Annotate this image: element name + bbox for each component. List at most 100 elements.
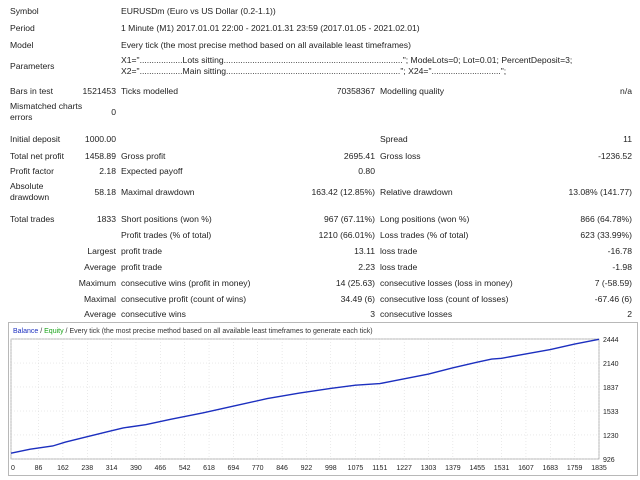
bars-label: Bars in test bbox=[10, 86, 53, 96]
max-consecutive-losses-value: 7 (-58.59) bbox=[594, 278, 632, 288]
period-value: 1 Minute (M1) 2017.01.01 22:00 - 2021.01… bbox=[121, 23, 420, 33]
parameters-line-1: X1="..................Lots sitting......… bbox=[121, 55, 573, 65]
x-tick-label: 1151 bbox=[372, 465, 387, 472]
average-profit-trade-label: profit trade bbox=[121, 262, 163, 272]
balance-chart-svg: Balance / Equity / Every tick (the most … bbox=[10, 328, 619, 472]
gross-profit-value: 2695.41 bbox=[343, 151, 375, 161]
x-tick-label: 1455 bbox=[469, 465, 485, 472]
x-tick-label: 1835 bbox=[591, 465, 607, 472]
largest-label: Largest bbox=[87, 246, 116, 256]
spread-value: 11 bbox=[623, 134, 632, 144]
spread-label: Spread bbox=[380, 134, 408, 144]
x-tick-label: 86 bbox=[35, 465, 43, 472]
largest-profit-trade-value: 13.11 bbox=[354, 246, 375, 256]
x-tick-label: 1075 bbox=[348, 465, 364, 472]
y-tick-label: 2444 bbox=[603, 337, 619, 344]
y-tick-label: 926 bbox=[603, 457, 615, 464]
x-tick-label: 1379 bbox=[445, 465, 461, 472]
max-consecutive-wins-label: consecutive wins (profit in money) bbox=[121, 278, 251, 288]
balance-chart: Balance / Equity / Every tick (the most … bbox=[8, 322, 638, 476]
legend-balance: Balance bbox=[13, 328, 38, 335]
x-tick-label: 1227 bbox=[396, 465, 412, 472]
x-tick-label: 162 bbox=[57, 465, 69, 472]
y-tick-label: 1533 bbox=[603, 409, 619, 416]
max-consecutive-losses-label: consecutive losses (loss in money) bbox=[380, 278, 513, 288]
long-positions-value: 866 (64.78%) bbox=[580, 214, 632, 224]
average-loss-trade-value: -1.98 bbox=[612, 262, 632, 272]
initial-deposit-value: 1000.00 bbox=[84, 134, 116, 144]
maximal-consecutive-loss-value: -67.46 (6) bbox=[594, 294, 632, 304]
x-axis-ticks: 0 86 162 238 314 390 466 542 618 694 770 846 922 998 1… bbox=[11, 465, 607, 472]
average-consecutive-losses-label: consecutive losses bbox=[380, 309, 453, 319]
x-tick-label: 1531 bbox=[494, 465, 510, 472]
maximal-consecutive-loss-label: consecutive loss (count of losses) bbox=[380, 294, 509, 304]
y-axis-ticks: 2444 2140 1837 1533 1230 926 bbox=[603, 337, 619, 464]
loss-trades-value: 623 (33.99%) bbox=[580, 230, 632, 240]
gross-profit-label: Gross profit bbox=[121, 151, 166, 161]
ticks-value: 70358367 bbox=[336, 86, 375, 96]
gross-loss-label: Gross loss bbox=[380, 151, 421, 161]
parameters-label: Parameters bbox=[10, 61, 55, 71]
model-value: Every tick (the most precise method base… bbox=[121, 40, 411, 50]
bars-value: 1521453 bbox=[82, 86, 116, 96]
chart-grid bbox=[10, 338, 600, 460]
absolute-drawdown-label-line2: drawdown bbox=[10, 192, 50, 202]
initial-deposit-label: Initial deposit bbox=[10, 134, 61, 144]
profit-factor-value: 2.18 bbox=[99, 166, 116, 176]
largest-loss-trade-label: loss trade bbox=[380, 246, 418, 256]
x-tick-label: 846 bbox=[276, 465, 288, 472]
average-label: Average bbox=[84, 262, 116, 272]
x-tick-label: 314 bbox=[106, 465, 118, 472]
maximum-label: Maximum bbox=[78, 278, 116, 288]
x-tick-label: 618 bbox=[203, 465, 215, 472]
mismatch-label-line1: Mismatched charts bbox=[10, 101, 83, 111]
average-consecutive-losses-value: 2 bbox=[627, 309, 632, 319]
short-positions-value: 967 (67.11%) bbox=[324, 214, 375, 224]
absolute-drawdown-value: 58.18 bbox=[94, 187, 116, 197]
x-tick-label: 1759 bbox=[567, 465, 583, 472]
x-tick-label: 0 bbox=[11, 465, 15, 472]
maximal-label: Maximal bbox=[84, 294, 116, 304]
parameters-line-2: X2="..................Main sitting......… bbox=[121, 66, 507, 76]
net-profit-label: Total net profit bbox=[10, 151, 64, 161]
profit-trades-value: 1210 (66.01%) bbox=[318, 230, 375, 240]
x-tick-label: 238 bbox=[81, 465, 93, 472]
average-consecutive-wins-value: 3 bbox=[370, 309, 375, 319]
x-tick-label: 466 bbox=[154, 465, 166, 472]
average-consecutive-label: Average bbox=[84, 309, 116, 319]
maximal-consecutive-profit-value: 34.49 (6) bbox=[340, 294, 375, 304]
quality-label: Modelling quality bbox=[380, 86, 445, 96]
profit-trades-label: Profit trades (% of total) bbox=[121, 230, 212, 240]
total-trades-label: Total trades bbox=[10, 214, 55, 224]
largest-loss-trade-value: -16.78 bbox=[607, 246, 632, 256]
max-consecutive-wins-value: 14 (25.63) bbox=[335, 278, 375, 288]
x-tick-label: 998 bbox=[325, 465, 337, 472]
short-positions-label: Short positions (won %) bbox=[121, 214, 212, 224]
x-tick-label: 694 bbox=[228, 465, 240, 472]
period-label: Period bbox=[10, 23, 35, 33]
average-profit-trade-value: 2.23 bbox=[358, 262, 375, 272]
mismatch-value: 0 bbox=[111, 107, 116, 117]
y-tick-label: 2140 bbox=[603, 361, 619, 368]
relative-drawdown-value: 13.08% (141.77) bbox=[568, 187, 632, 197]
profit-factor-label: Profit factor bbox=[10, 166, 54, 176]
x-tick-label: 390 bbox=[130, 465, 142, 472]
model-label: Model bbox=[10, 40, 34, 50]
absolute-drawdown-label-line1: Absolute bbox=[10, 181, 44, 191]
expected-payoff-label: Expected payoff bbox=[121, 166, 183, 176]
x-tick-label: 1683 bbox=[543, 465, 559, 472]
chart-series bbox=[10, 338, 600, 454]
symbol-value: EURUSDm (Euro vs US Dollar (0.2-1.1)) bbox=[121, 6, 276, 16]
total-trades-value: 1833 bbox=[96, 214, 116, 224]
average-loss-trade-label: loss trade bbox=[380, 262, 418, 272]
largest-profit-trade-label: profit trade bbox=[121, 246, 163, 256]
maximal-consecutive-profit-label: consecutive profit (count of wins) bbox=[121, 294, 247, 304]
test-report: Symbol EURUSDm (Euro vs US Dollar (0.2-1… bbox=[10, 6, 632, 319]
y-tick-label: 1230 bbox=[603, 433, 619, 440]
legend-separator: / bbox=[38, 328, 44, 335]
balance-line bbox=[10, 338, 600, 454]
x-tick-label: 1303 bbox=[421, 465, 437, 472]
quality-value: n/a bbox=[620, 86, 632, 96]
mismatch-label-line2: errors bbox=[10, 112, 33, 122]
x-tick-label: 1607 bbox=[518, 465, 534, 472]
